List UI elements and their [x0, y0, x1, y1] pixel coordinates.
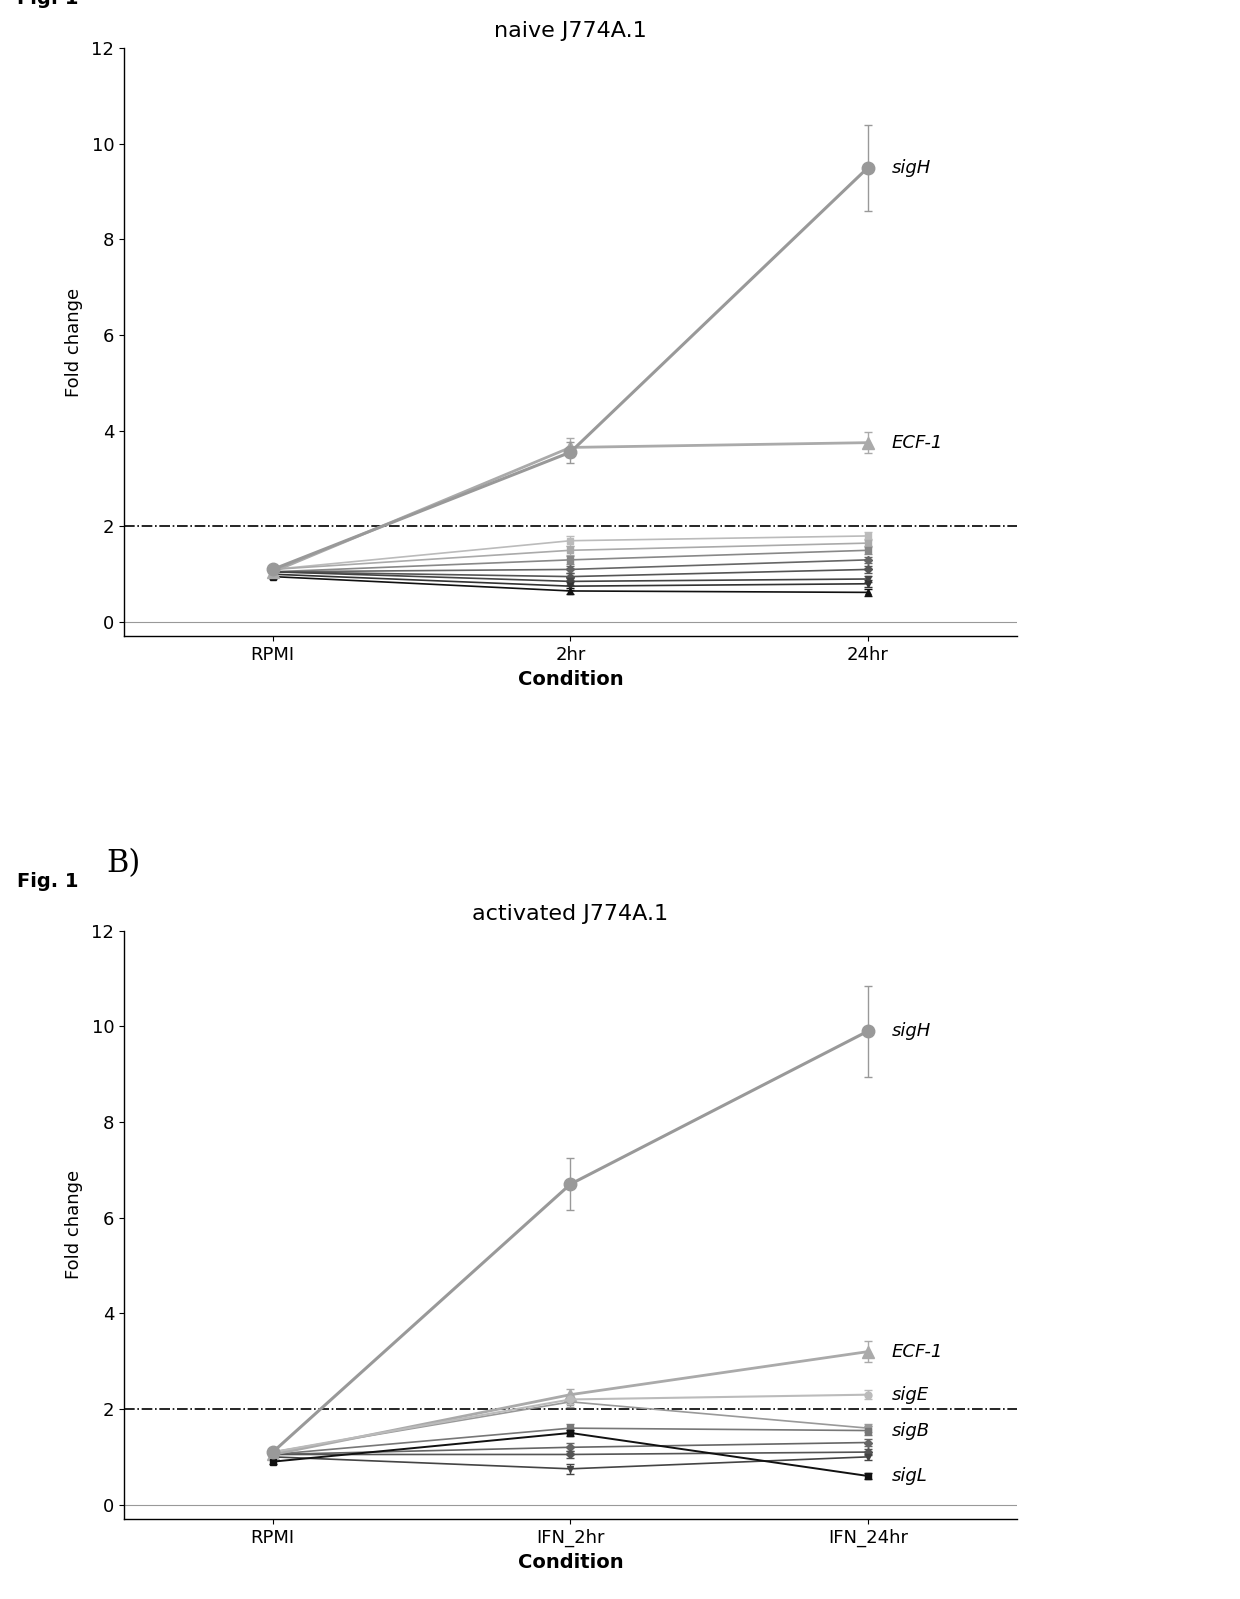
Text: sigE: sigE [892, 1386, 929, 1404]
Text: sigL: sigL [892, 1466, 928, 1485]
Y-axis label: Fold change: Fold change [64, 288, 83, 397]
Title: activated J774A.1: activated J774A.1 [472, 903, 668, 924]
Title: naive J774A.1: naive J774A.1 [494, 21, 647, 42]
Text: ECF-1: ECF-1 [892, 433, 944, 451]
Text: Fig. 1: Fig. 1 [17, 871, 78, 891]
Y-axis label: Fold change: Fold change [64, 1170, 83, 1279]
Text: sigH: sigH [892, 158, 931, 176]
Text: B): B) [107, 847, 140, 879]
Text: sigB: sigB [892, 1422, 930, 1439]
Text: Fig. 1: Fig. 1 [17, 0, 78, 8]
Text: ECF-1: ECF-1 [892, 1343, 944, 1361]
X-axis label: Condition: Condition [517, 1553, 624, 1572]
Text: sigH: sigH [892, 1022, 931, 1039]
X-axis label: Condition: Condition [517, 670, 624, 689]
